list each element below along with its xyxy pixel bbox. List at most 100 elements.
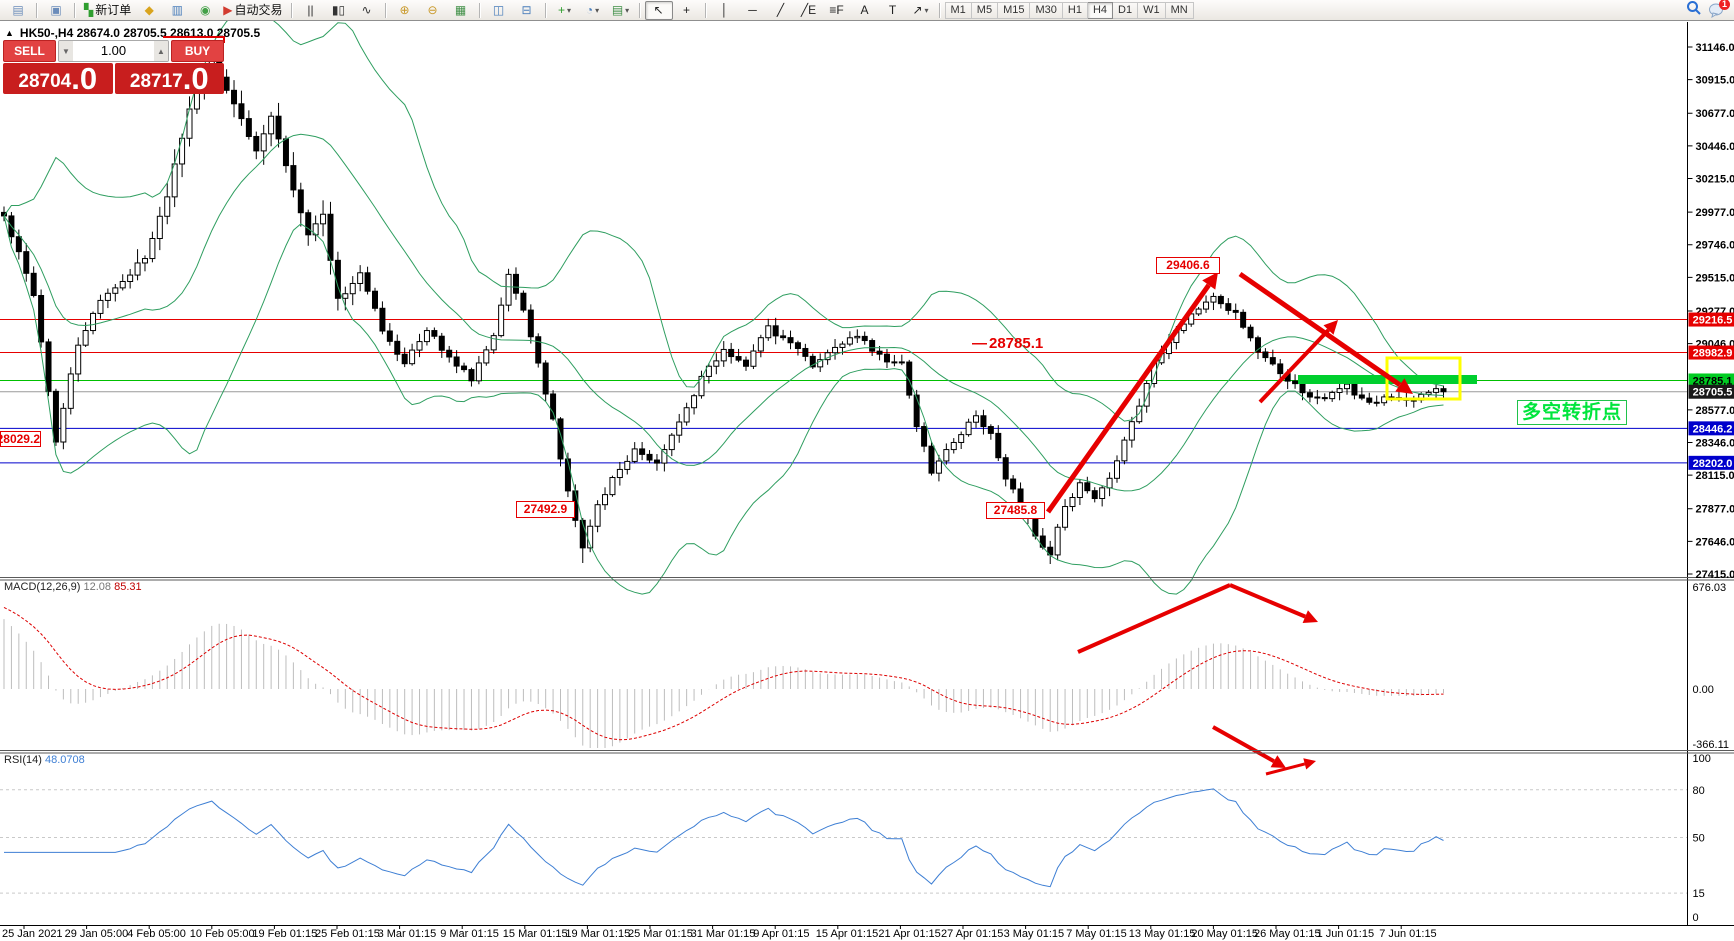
- svg-text:28346.0: 28346.0: [1696, 437, 1734, 449]
- timeframe-mn[interactable]: MN: [1165, 1, 1194, 19]
- text-tool[interactable]: A: [851, 1, 879, 20]
- timeframe-m1[interactable]: M1: [944, 1, 972, 19]
- autotrading-button-label: 自动交易: [234, 2, 283, 17]
- rsi-indicator-label: RSI(14) 48.0708: [4, 754, 85, 766]
- arrows-tool[interactable]: ↗ ▾: [907, 1, 935, 20]
- data-window-icon[interactable]: ▣: [42, 1, 70, 20]
- sell-button[interactable]: SELL: [3, 40, 56, 62]
- signals-icon[interactable]: ◉: [191, 1, 219, 20]
- toolbar-separator: [36, 2, 38, 18]
- timeframe-h4[interactable]: H4: [1087, 1, 1113, 19]
- rsi-layer: [0, 788, 1688, 894]
- red-corner-mark: [163, 36, 225, 43]
- chart-window-icon[interactable]: ▤: [4, 1, 32, 20]
- line-chart-icon[interactable]: ∿: [353, 1, 381, 20]
- equidistant-channel-tool[interactable]: ╱E: [795, 1, 823, 20]
- march-low-label: 27492.9: [516, 501, 575, 518]
- timeframe-m30[interactable]: M30: [1030, 1, 1063, 19]
- sell-price[interactable]: 28704.0: [3, 63, 113, 94]
- autotrading-button[interactable]: ▶ 自动交易: [219, 1, 286, 20]
- timeframe-m5[interactable]: M5: [971, 1, 999, 19]
- svg-text:31 Mar 01:15: 31 Mar 01:15: [691, 928, 756, 940]
- svg-text:9 Mar 01:15: 9 Mar 01:15: [440, 928, 499, 940]
- rsi-name: RSI(14): [4, 754, 42, 766]
- notifications-icon[interactable]: 1: [1708, 0, 1730, 19]
- svg-text:15: 15: [1693, 888, 1705, 900]
- macd-indicator-label: MACD(12,26,9) 12.08 85.31: [4, 581, 142, 593]
- dropdown-caret-icon[interactable]: ▾: [625, 5, 630, 15]
- svg-text:30915.0: 30915.0: [1696, 75, 1734, 87]
- line-chart-icon: ∿: [361, 2, 372, 17]
- bar-chart-icon[interactable]: ||: [297, 1, 325, 20]
- timeframe-h1[interactable]: H1: [1062, 1, 1088, 19]
- svg-text:29977.0: 29977.0: [1696, 207, 1734, 219]
- candlestick-chart-icon[interactable]: ▮▯: [325, 1, 353, 20]
- collapse-arrow-icon[interactable]: ▲: [5, 28, 14, 38]
- buy-price[interactable]: 28717.0: [114, 61, 224, 96]
- cursor-tool[interactable]: ↖: [644, 0, 673, 20]
- cascade-windows-icon: ⊟: [521, 2, 532, 17]
- volume-increase-button[interactable]: ▲: [154, 41, 168, 61]
- buy-price-decimal: .0: [182, 61, 209, 96]
- chart-frame: [0, 22, 1734, 926]
- terminal-icon[interactable]: ▥: [163, 1, 191, 20]
- vertical-line-tool[interactable]: │: [711, 1, 739, 20]
- tile-windows-icon: ▦: [454, 2, 467, 17]
- trendline-tool: ╱: [776, 2, 785, 17]
- svg-text:29746.0: 29746.0: [1696, 240, 1734, 252]
- svg-text:50: 50: [1693, 833, 1705, 845]
- svg-text:21 Apr 01:15: 21 Apr 01:15: [878, 928, 940, 940]
- new-order-button: ▚: [84, 2, 94, 17]
- zoom-out-icon: ⊖: [427, 2, 438, 17]
- cascade-windows-icon[interactable]: ⊟: [513, 1, 541, 20]
- sell-price-main: 28704: [18, 71, 72, 92]
- svg-text:30677.0: 30677.0: [1696, 108, 1734, 120]
- svg-text:30215.0: 30215.0: [1696, 174, 1734, 186]
- svg-text:28705.5: 28705.5: [1693, 387, 1733, 399]
- dropdown-caret-icon[interactable]: ▾: [595, 5, 600, 15]
- svg-text:28577.0: 28577.0: [1696, 405, 1734, 417]
- period-clock-icon[interactable]: ◔ ▾: [579, 1, 607, 20]
- template-icon[interactable]: ▤ ▾: [607, 1, 635, 20]
- dropdown-caret-icon[interactable]: ▾: [567, 5, 572, 15]
- macd-hist-value: 12.08: [83, 581, 112, 593]
- new-order-button[interactable]: ▚ 新订单: [80, 1, 135, 20]
- svg-text:15 Mar 01:15: 15 Mar 01:15: [503, 928, 568, 940]
- horizontal-line-tool[interactable]: ─: [739, 1, 767, 20]
- svg-text:29 Jan 05:00: 29 Jan 05:00: [65, 928, 129, 940]
- buy-button[interactable]: BUY: [171, 40, 224, 62]
- crosshair-tool[interactable]: +: [673, 1, 701, 20]
- macd-name: MACD(12,26,9): [4, 581, 81, 593]
- tile-windows-icon[interactable]: ▦: [447, 1, 475, 20]
- volume-input[interactable]: 1.00: [100, 43, 127, 58]
- toolbar-separator: [704, 2, 707, 18]
- svg-text:27877.0: 27877.0: [1696, 504, 1734, 516]
- fibonacci-tool[interactable]: ≡F: [823, 1, 851, 20]
- one-click-trade-panel: SELL ▼ 1.00 ▲ BUY 28704.0 28717.0: [3, 40, 224, 94]
- bollinger-layer: [3, 11, 1444, 595]
- time-axis-labels: 25 Jan 2021 29 Jan 05:004 Feb 05:00 10 Feb…: [2, 925, 1437, 940]
- timeframe-d1[interactable]: D1: [1113, 1, 1139, 19]
- candlestick-chart-icon: ▮▯: [331, 2, 346, 17]
- svg-text:20 May 01:15: 20 May 01:15: [1191, 928, 1258, 940]
- search-icon[interactable]: [1686, 0, 1702, 21]
- may-low-label: 27485.8: [986, 502, 1045, 519]
- macd-signal-value: 85.31: [114, 581, 142, 593]
- add-indicator-icon[interactable]: + ▾: [551, 1, 579, 20]
- svg-text:4 Feb 05:00: 4 Feb 05:00: [127, 928, 186, 940]
- market-depth-icon[interactable]: ◆: [135, 1, 163, 20]
- terminal-icon: ▥: [171, 2, 183, 17]
- text-label-tool[interactable]: T: [879, 1, 907, 20]
- auto-arrange-icon[interactable]: ◫: [485, 1, 513, 20]
- timeframe-w1[interactable]: W1: [1138, 1, 1166, 19]
- volume-decrease-button[interactable]: ▼: [59, 41, 73, 61]
- dropdown-caret-icon[interactable]: ▾: [924, 5, 929, 15]
- timeframe-m15[interactable]: M15: [998, 1, 1031, 19]
- zoom-out-icon[interactable]: ⊖: [419, 1, 447, 20]
- new-order-button-label: 新订单: [95, 2, 132, 17]
- svg-text:80: 80: [1693, 785, 1705, 797]
- svg-text:9 Apr 01:15: 9 Apr 01:15: [753, 928, 809, 940]
- zoom-in-icon[interactable]: ⊕: [391, 1, 419, 20]
- trendline-tool[interactable]: ╱: [767, 1, 795, 20]
